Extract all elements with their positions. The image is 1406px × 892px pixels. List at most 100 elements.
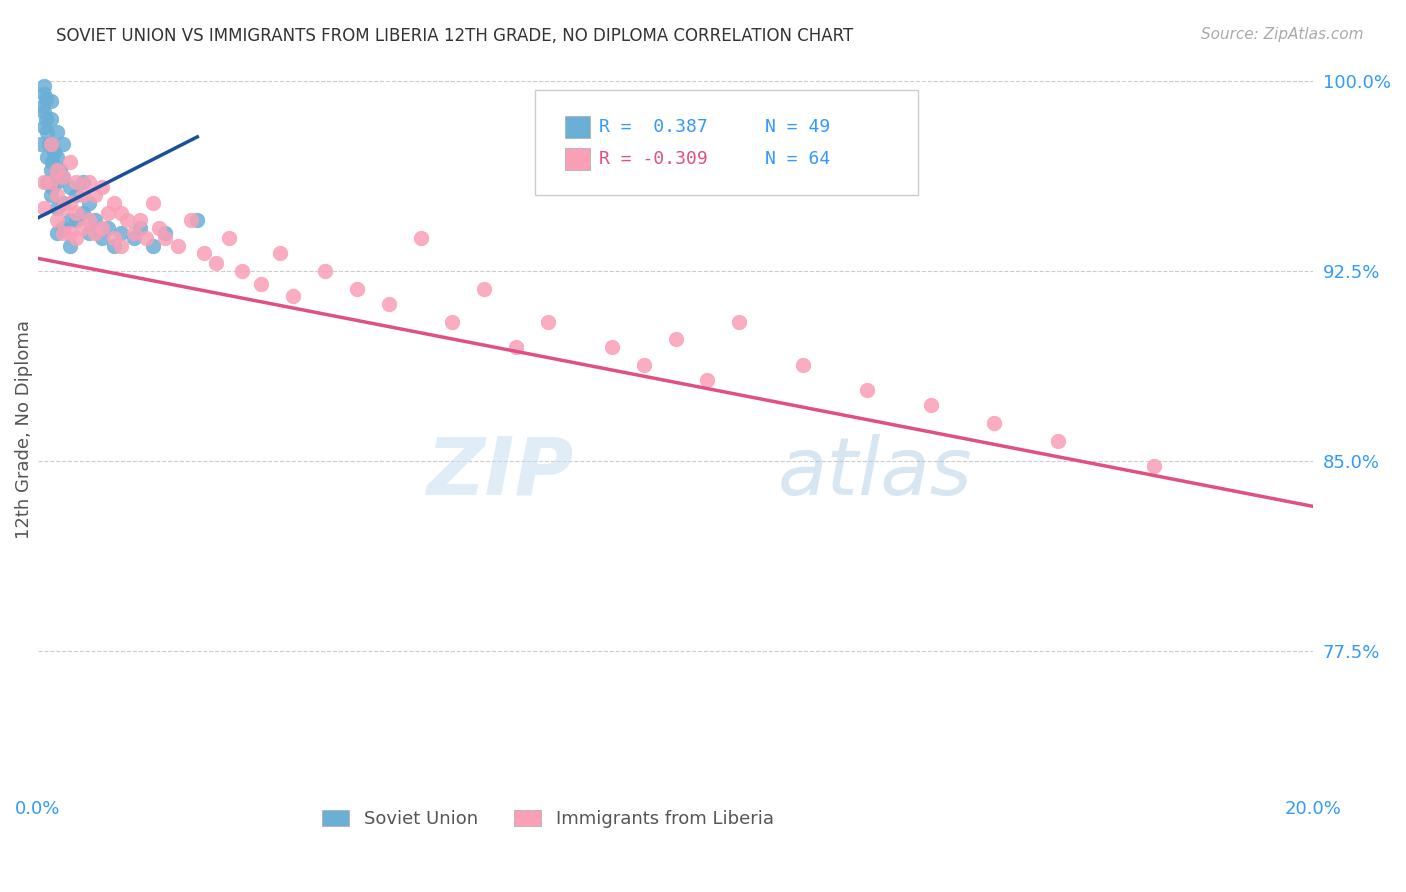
Point [600, 340, 623, 354]
Point [983, 416, 1005, 430]
Point [84, 213, 107, 227]
Point [46, 150, 69, 164]
Point [32, 120, 55, 134]
Text: R = -0.309: R = -0.309 [599, 150, 707, 168]
Point [59, 226, 82, 240]
Point [32, 176, 55, 190]
Point [65, 206, 87, 220]
Point [142, 195, 165, 210]
Point [52, 226, 75, 240]
Bar [565, 148, 591, 169]
Point [39, 137, 62, 152]
Point [32, 79, 55, 94]
Point [77, 195, 100, 210]
Point [920, 398, 942, 412]
Point [72, 176, 94, 190]
Point [41, 155, 63, 169]
Point [441, 315, 464, 329]
Point [84, 188, 107, 202]
Point [65, 213, 87, 227]
Point [41, 180, 63, 194]
Point [314, 264, 336, 278]
Text: N = 49: N = 49 [765, 118, 830, 136]
Point [46, 125, 69, 139]
Point [52, 201, 75, 215]
Point [110, 238, 132, 252]
Point [84, 226, 107, 240]
Point [46, 176, 69, 190]
Point [65, 176, 87, 190]
Point [32, 104, 55, 119]
Point [90, 231, 112, 245]
Y-axis label: 12th Grade, No Diploma: 12th Grade, No Diploma [15, 319, 32, 539]
Point [377, 297, 399, 311]
Point [129, 213, 152, 227]
Point [148, 221, 170, 235]
Point [32, 99, 55, 113]
Point [39, 112, 62, 127]
Point [122, 231, 145, 245]
Point [38, 137, 60, 152]
Point [409, 231, 432, 245]
Point [250, 277, 273, 291]
Point [59, 195, 82, 210]
Point [115, 213, 138, 227]
Point [103, 231, 125, 245]
Point [103, 238, 125, 252]
Point [155, 231, 177, 245]
Point [856, 383, 879, 397]
Point [39, 137, 62, 152]
Point [52, 195, 75, 210]
Point [39, 95, 62, 109]
Point [46, 201, 69, 215]
Point [37, 150, 59, 164]
FancyBboxPatch shape [536, 90, 918, 194]
Point [49, 162, 72, 177]
Point [103, 195, 125, 210]
Point [142, 238, 165, 252]
Point [122, 226, 145, 240]
Point [218, 231, 240, 245]
Point [346, 282, 368, 296]
Point [77, 213, 100, 227]
Point [46, 162, 69, 177]
Point [52, 170, 75, 185]
Point [32, 87, 55, 101]
Point [46, 213, 69, 227]
Text: ZIP: ZIP [426, 434, 574, 511]
Point [205, 256, 228, 270]
Point [167, 238, 190, 252]
Point [39, 176, 62, 190]
Point [537, 315, 560, 329]
Point [180, 213, 202, 227]
Text: SOVIET UNION VS IMMIGRANTS FROM LIBERIA 12TH GRADE, NO DIPLOMA CORRELATION CHART: SOVIET UNION VS IMMIGRANTS FROM LIBERIA … [56, 27, 853, 45]
Point [65, 188, 87, 202]
Text: R =  0.387: R = 0.387 [599, 118, 707, 136]
Point [505, 340, 527, 354]
Point [52, 221, 75, 235]
Point [155, 226, 177, 240]
Point [46, 226, 69, 240]
Point [37, 176, 59, 190]
Point [72, 221, 94, 235]
Point [46, 188, 69, 202]
Point [52, 137, 75, 152]
Bar [565, 116, 591, 137]
Point [32, 201, 55, 215]
Point [59, 213, 82, 227]
Point [39, 188, 62, 202]
Text: atlas: atlas [778, 434, 973, 511]
Legend: Soviet Union, Immigrants from Liberia: Soviet Union, Immigrants from Liberia [315, 802, 780, 835]
Text: Source: ZipAtlas.com: Source: ZipAtlas.com [1201, 27, 1364, 42]
Point [193, 246, 215, 260]
Point [110, 226, 132, 240]
Point [1047, 434, 1070, 448]
Point [37, 125, 59, 139]
Point [129, 221, 152, 235]
Point [135, 231, 157, 245]
Point [472, 282, 495, 296]
Point [65, 231, 87, 245]
Point [90, 180, 112, 194]
Point [72, 206, 94, 220]
Point [34, 92, 56, 106]
